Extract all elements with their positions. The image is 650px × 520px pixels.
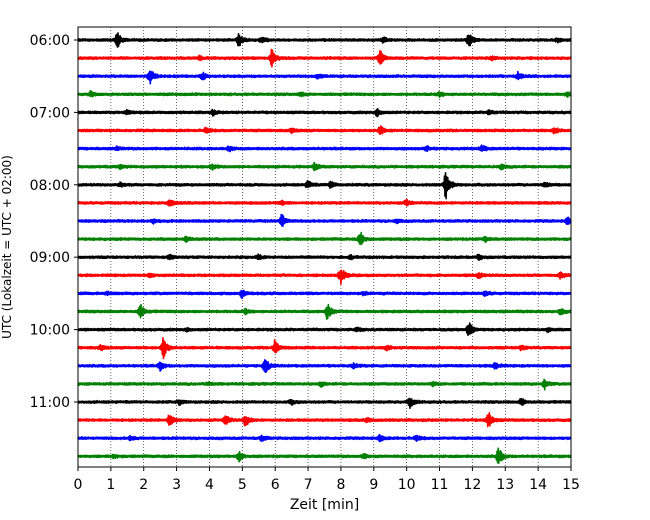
- trace-0900: [77, 253, 572, 262]
- x-tick-label: 4: [205, 477, 214, 493]
- x-axis-ticks: 0 1 2 3 4 5 6 7 8 9 10 11 12 13 14 15: [74, 467, 580, 493]
- x-tick-label: 13: [496, 477, 514, 493]
- x-tick-label: 5: [238, 477, 247, 493]
- trace-0730: [77, 144, 572, 153]
- y-tick-label: 10:00: [30, 323, 70, 339]
- trace-0830: [77, 213, 572, 228]
- x-tick-label: 0: [74, 477, 83, 493]
- x-axis-label: Zeit [min]: [290, 497, 359, 513]
- y-tick-label: 09:00: [30, 250, 70, 266]
- trace-0745: [77, 161, 572, 172]
- trace-0800: [77, 172, 572, 200]
- y-tick-label: 11:00: [30, 395, 70, 411]
- x-tick-label: 3: [172, 477, 181, 493]
- y-tick-label: 06:00: [30, 33, 70, 49]
- x-tick-label: 14: [529, 477, 547, 493]
- trace-1100: [77, 397, 572, 410]
- x-tick-label: 6: [271, 477, 280, 493]
- y-tick-label: 08:00: [30, 178, 70, 194]
- trace-0615: [77, 48, 572, 68]
- trace-1115: [77, 412, 572, 428]
- trace-0645: [77, 89, 572, 99]
- trace-1045: [77, 378, 572, 391]
- x-tick-label: 12: [463, 477, 481, 493]
- x-tick-label: 1: [106, 477, 115, 493]
- trace-0930: [77, 289, 572, 299]
- trace-1015: [77, 336, 572, 360]
- trace-0715: [77, 125, 572, 135]
- plot-frame: [77, 26, 572, 468]
- trace-1130: [77, 433, 572, 443]
- y-axis-ticks: 06:00 07:00 08:00 09:00 10:00 11:00: [30, 33, 78, 411]
- trace-0945: [77, 303, 572, 320]
- trace-1030: [77, 359, 572, 374]
- x-tick-label: 15: [562, 477, 580, 493]
- trace-0700: [77, 107, 572, 118]
- trace-1145: [77, 447, 572, 465]
- trace-0915: [77, 269, 572, 285]
- trace-0815: [77, 198, 572, 207]
- y-tick-label: 07:00: [30, 105, 70, 121]
- trace-0845: [77, 231, 572, 246]
- x-tick-label: 2: [139, 477, 148, 493]
- seismic-traces: [77, 32, 572, 465]
- y-axis-label: UTC (Lokalzeit = UTC + 02:00): [0, 155, 14, 339]
- x-tick-label: 8: [336, 477, 345, 493]
- x-tick-label: 7: [304, 477, 313, 493]
- x-tick-label: 9: [369, 477, 378, 493]
- trace-0600: [77, 32, 572, 48]
- trace-0630: [77, 70, 572, 85]
- trace-1000: [77, 322, 572, 337]
- x-tick-label: 11: [431, 477, 449, 493]
- x-tick-label: 10: [398, 477, 416, 493]
